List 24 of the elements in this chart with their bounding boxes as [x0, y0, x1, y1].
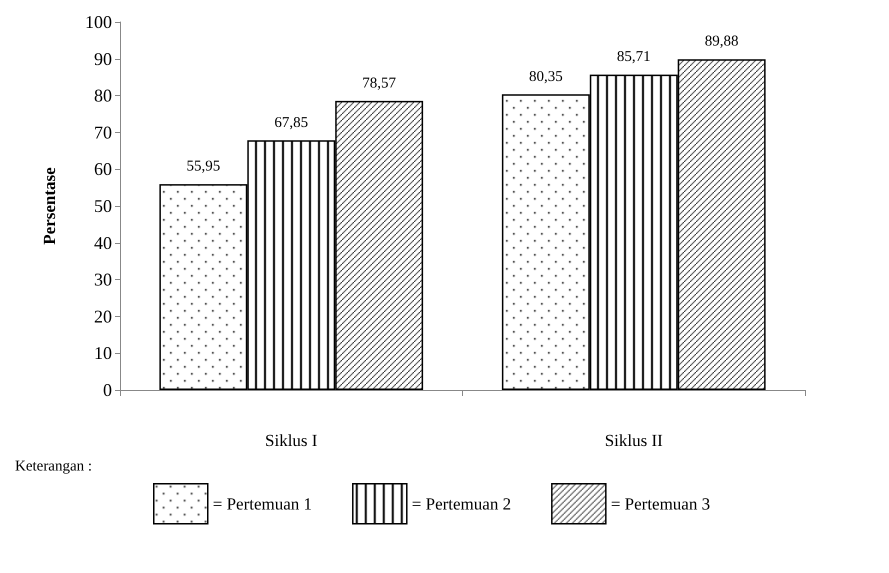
y-tick-label: 30	[94, 270, 112, 290]
data-label: 89,88	[704, 34, 739, 50]
y-axis-title: Persentase	[40, 166, 59, 245]
data-label: 55,95	[186, 158, 220, 175]
x-tick-label: Siklus I	[265, 431, 318, 450]
legend-label: = Pertemuan 1	[212, 494, 312, 514]
y-tick-label: 80	[94, 86, 112, 106]
x-tick-label: Siklus II	[604, 431, 664, 450]
data-label: 85,71	[616, 49, 651, 66]
data-label: 80,35	[528, 68, 563, 85]
data-label: 78,57	[362, 75, 397, 92]
y-tick-label: 40	[94, 232, 112, 253]
y-tick-label: 10	[94, 343, 112, 364]
data-label: 67,85	[274, 114, 308, 131]
y-tick-label: 20	[94, 306, 112, 326]
y-tick-label: 0	[103, 380, 112, 400]
y-tick-label: 90	[94, 48, 112, 69]
text: Keterangan :	[15, 458, 92, 474]
legend-label: = Pertemuan 2	[412, 494, 512, 514]
y-tick-label: 100	[85, 12, 112, 32]
legend-label: = Pertemuan 3	[610, 494, 710, 514]
y-tick-label: 60	[94, 159, 112, 180]
y-tick-label: 70	[94, 122, 112, 142]
y-tick-label: 50	[94, 196, 112, 216]
